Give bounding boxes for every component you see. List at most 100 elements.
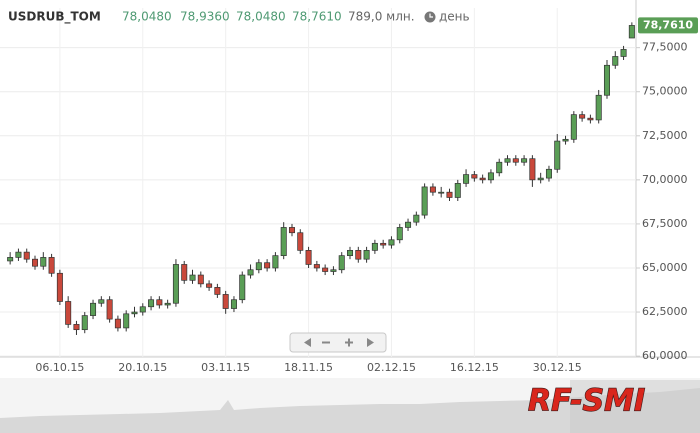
- button-bar: [289, 332, 387, 353]
- candle-body: [305, 250, 312, 265]
- candle-body: [288, 227, 295, 234]
- header-open: 78,0480: [122, 10, 172, 24]
- candle-body: [429, 186, 436, 193]
- x-tick-label: 18.11.15: [284, 361, 333, 374]
- candle-body: [529, 158, 536, 181]
- candle-body: [421, 186, 428, 216]
- candle-body: [264, 262, 271, 269]
- candle-body: [73, 324, 80, 331]
- candle-body: [230, 299, 237, 309]
- candle-body: [496, 161, 503, 174]
- scroll-right-button[interactable]: [367, 338, 374, 347]
- x-tick-label: 30.12.15: [533, 361, 582, 374]
- candles: [7, 22, 635, 335]
- candle-body: [454, 183, 461, 198]
- candle-body: [65, 301, 72, 325]
- candle-body: [114, 318, 121, 329]
- candle-body: [189, 274, 196, 281]
- candle-body: [537, 177, 544, 181]
- candle-body: [90, 302, 97, 316]
- x-tick-label: 06.10.15: [35, 361, 84, 374]
- y-tick-label: 77,5000: [642, 41, 688, 54]
- candle-body: [330, 269, 337, 272]
- candle-body: [388, 239, 395, 246]
- candle-body: [504, 158, 511, 163]
- candle-body: [446, 191, 453, 198]
- candle-body: [471, 174, 478, 179]
- candle-body: [239, 274, 246, 301]
- candle-body: [280, 227, 287, 256]
- x-tick-label: 16.12.15: [450, 361, 499, 374]
- y-tick-label: 75,0000: [642, 85, 688, 98]
- candle-body: [628, 25, 635, 39]
- candle-body: [172, 264, 179, 304]
- header-low: 78,0480: [236, 10, 286, 24]
- candle-body: [23, 251, 30, 260]
- header-close: 78,7610: [292, 10, 342, 24]
- candle-body: [214, 287, 221, 295]
- y-tick-label: 70,0000: [642, 173, 688, 186]
- y-tick-label: 65,0000: [642, 261, 688, 274]
- candle-body: [521, 158, 528, 163]
- scroll-left-button[interactable]: [304, 338, 311, 347]
- watermark: RF-SMI: [528, 384, 645, 419]
- navigator-window[interactable]: [570, 380, 700, 433]
- clock-hands: [429, 13, 433, 18]
- grid: [0, 0, 700, 358]
- candle-body: [272, 255, 279, 269]
- candle-body: [206, 283, 213, 288]
- zoom-buttons: [289, 332, 387, 353]
- y-tick-label: 60,0000: [642, 349, 688, 362]
- candle-body: [32, 258, 39, 267]
- candle-body: [413, 214, 420, 223]
- last-price-label: 78,7610: [643, 18, 693, 31]
- candle-body: [156, 299, 163, 306]
- candle-body: [405, 221, 412, 228]
- candle-body: [438, 191, 445, 194]
- candle-body: [81, 315, 88, 331]
- candle-body: [347, 250, 354, 256]
- candle-body: [380, 242, 387, 246]
- candle-body: [554, 140, 561, 170]
- zoom-in-button[interactable]: [345, 338, 353, 347]
- navigator-area: [0, 388, 700, 433]
- candle-body: [570, 114, 577, 140]
- candle-body: [562, 138, 569, 142]
- candle-body: [313, 264, 320, 269]
- candle-body: [512, 158, 519, 163]
- candle-body: [338, 255, 345, 271]
- candle-body: [612, 56, 619, 66]
- symbol: USDRUB_TOM: [8, 10, 101, 25]
- candle-body: [181, 264, 188, 281]
- candle-body: [355, 250, 362, 260]
- candle-body: [164, 302, 171, 306]
- candle-body: [595, 94, 602, 121]
- candle-body: [463, 174, 470, 184]
- last-price-box: [638, 17, 698, 34]
- candle-body: [148, 299, 155, 308]
- candle-body: [197, 274, 204, 285]
- header-high: 78,9360: [180, 10, 230, 24]
- candle-body: [322, 267, 329, 272]
- candle-body: [98, 299, 105, 304]
- candle-body: [371, 242, 378, 251]
- candle-body: [123, 313, 130, 329]
- candle-body: [545, 168, 552, 179]
- candle-body: [139, 306, 146, 313]
- candle-body: [479, 177, 486, 181]
- candle-body: [396, 227, 403, 241]
- y-tick-label: 67,5000: [642, 217, 688, 230]
- candle-body: [106, 299, 113, 320]
- candle-body: [487, 172, 494, 181]
- candle-body: [131, 311, 138, 315]
- candle-body: [363, 250, 370, 260]
- candle-body: [297, 232, 304, 251]
- candle-body: [48, 257, 55, 274]
- candle-body: [603, 64, 610, 96]
- interval[interactable]: день: [439, 10, 470, 24]
- header-volume: 789,0 млн.: [348, 10, 415, 24]
- candle-body: [40, 257, 47, 267]
- candle-body: [620, 49, 627, 57]
